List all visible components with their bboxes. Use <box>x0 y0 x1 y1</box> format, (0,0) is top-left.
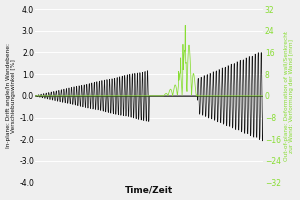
Y-axis label: Out-of-plane: Deformation of wall/Senkrecht
zur Wand: Verformung der Wand [mm]: Out-of-plane: Deformation of wall/Senkre… <box>284 31 294 161</box>
Y-axis label: In-plane: Drift angle/In Wandebene:
Verschiebungswinkel [%]: In-plane: Drift angle/In Wandebene: Vers… <box>6 43 16 148</box>
X-axis label: Time/Zeit: Time/Zeit <box>125 185 174 194</box>
